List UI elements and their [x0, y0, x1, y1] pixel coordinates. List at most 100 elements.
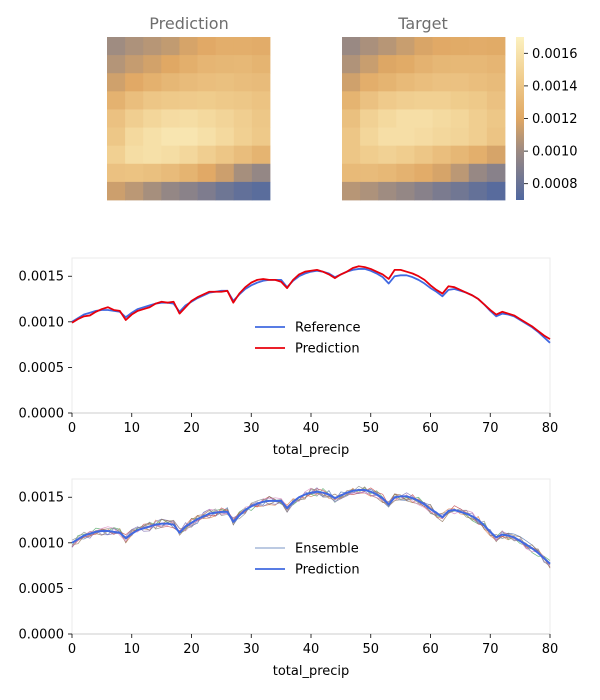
heatmap-cell — [414, 145, 433, 165]
heatmap-cell — [251, 91, 271, 110]
heatmap-cell — [251, 181, 271, 201]
heatmap-cell — [125, 109, 144, 128]
heatmap-cell — [396, 145, 415, 165]
heatmap-cell — [143, 163, 162, 183]
x-tick-label: 0 — [68, 421, 76, 436]
heatmap-cell — [486, 37, 506, 56]
x-tick-label: 80 — [542, 421, 559, 436]
heatmap-cell — [360, 73, 379, 92]
x-axis-label: total_precip — [273, 664, 350, 679]
heatmap-cell — [233, 181, 253, 201]
heatmap-cell — [486, 145, 506, 165]
heatmap-cell — [233, 55, 253, 74]
heatmap-cell — [179, 145, 198, 165]
heatmap-cell — [468, 181, 488, 201]
heatmap-cell — [486, 91, 506, 110]
heatmap-cell — [342, 145, 361, 165]
heatmap-cell — [450, 91, 470, 110]
heatmap-cell — [107, 145, 126, 165]
heatmap-cell — [161, 73, 180, 92]
heatmap-cell — [107, 37, 126, 56]
heatmap-cell — [486, 163, 506, 183]
y-tick-label: 0.0010 — [19, 536, 65, 551]
heatmap-cell — [197, 55, 217, 74]
heatmap-cell — [251, 145, 271, 165]
heatmap-cell — [143, 73, 162, 92]
y-tick-label: 0.0010 — [19, 315, 65, 330]
heatmap-cell — [414, 181, 433, 201]
y-tick-label: 0.0015 — [19, 270, 65, 285]
heatmap-cell — [197, 145, 217, 165]
heatmap-cell — [450, 181, 470, 201]
x-tick-label: 0 — [68, 642, 76, 657]
heatmap-cell — [179, 163, 198, 183]
heatmap-cell — [396, 127, 415, 147]
prediction-heatmap — [107, 37, 271, 201]
heatmap-cell — [179, 109, 198, 128]
heatmap-cell — [432, 127, 452, 147]
ensemble-chart: 0 10 20 30 40 50 60 70 80 0.0000 0.0005 0.0010 0.001… — [19, 478, 559, 679]
heatmap-cell — [179, 91, 198, 110]
heatmap-cell — [414, 37, 433, 56]
heatmap-cell — [161, 181, 180, 201]
heatmap-cell — [233, 163, 253, 183]
heatmap-cell — [161, 37, 180, 56]
ensemble-member-line — [71, 487, 551, 561]
heatmap-cell — [396, 55, 415, 74]
heatmap-cell — [450, 109, 470, 128]
heatmap-cell — [143, 181, 162, 201]
heatmap-cell — [378, 37, 397, 56]
heatmap-cell — [342, 91, 361, 110]
heatmap-cell — [414, 55, 433, 74]
series-line-prediction — [71, 488, 551, 565]
heatmap-cell — [468, 163, 488, 183]
heatmap-cell — [432, 73, 452, 92]
heatmap-cell — [107, 127, 126, 147]
heatmap-cell — [125, 145, 144, 165]
heatmap-cell — [432, 91, 452, 110]
heatmap-cell — [215, 145, 235, 165]
heatmap-cell — [251, 37, 271, 56]
heatmap-cell — [342, 73, 361, 92]
heatmap-cell — [143, 109, 162, 128]
colorbar-tick-label: 0.0014 — [532, 79, 578, 94]
heatmap-cell — [450, 163, 470, 183]
heatmap-cell — [233, 91, 253, 110]
heatmap-cell — [233, 109, 253, 128]
heatmap-cell — [342, 37, 361, 56]
heatmap-cell — [360, 145, 379, 165]
heatmap-cell — [107, 73, 126, 92]
heatmap-cell — [161, 163, 180, 183]
plot-frame — [71, 478, 551, 635]
heatmap-cell — [125, 163, 144, 183]
heatmap-cell — [125, 91, 144, 110]
heatmap-cell — [432, 145, 452, 165]
prediction-heatmap-title: Prediction — [149, 14, 228, 33]
heatmap-cell — [107, 55, 126, 74]
heatmap-cell — [215, 73, 235, 92]
heatmap-cell — [486, 109, 506, 128]
heatmap-cell — [233, 145, 253, 165]
heatmap-cell — [378, 163, 397, 183]
heatmap-cell — [143, 145, 162, 165]
heatmap-cell — [215, 181, 235, 201]
heatmap-cell — [215, 109, 235, 128]
heatmap-cell — [197, 127, 217, 147]
heatmap-cell — [107, 181, 126, 201]
series-line-prediction — [71, 265, 551, 340]
heatmap-cell — [107, 163, 126, 183]
colorbar-ticks: 0.0008 0.0010 0.0012 0.0014 0.0016 — [524, 47, 578, 192]
y-tick-label: 0.0000 — [19, 407, 65, 422]
heatmap-cell — [161, 55, 180, 74]
colorbar-tick-label: 0.0016 — [532, 47, 578, 62]
heatmap-cell — [233, 37, 253, 56]
heatmap-cell — [251, 55, 271, 74]
x-tick-label: 70 — [482, 421, 499, 436]
heatmap-cell — [432, 55, 452, 74]
heatmap-cell — [125, 181, 144, 201]
heatmap-cell — [251, 163, 271, 183]
reference-vs-prediction-chart: 0 10 20 30 40 50 60 70 80 0.0000 0.0005 0.0010 0.001… — [19, 257, 559, 458]
heatmap-cell — [414, 127, 433, 147]
x-tick-label: 80 — [542, 642, 559, 657]
